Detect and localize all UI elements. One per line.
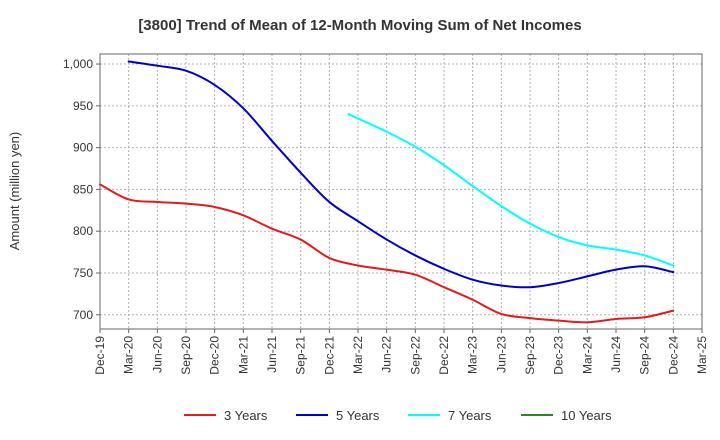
legend-label-5-years: 5 Years xyxy=(336,408,380,423)
x-tick-label: Mar-20 xyxy=(122,336,136,374)
y-axis-label: Amount (million yen) xyxy=(7,132,22,251)
x-tick-label: Mar-23 xyxy=(466,336,480,374)
x-tick-label: Dec-23 xyxy=(552,336,566,375)
legend-label-7-years: 7 Years xyxy=(448,408,492,423)
x-tick-label: Sep-22 xyxy=(408,336,422,375)
x-tick-label: Jun-23 xyxy=(494,336,508,373)
x-tick-label: Mar-22 xyxy=(351,336,365,374)
x-tick-label: Sep-24 xyxy=(638,336,652,375)
x-axis-ticks: Dec-19 Mar-20 Jun-20 Sep-20 Dec-20 Mar-21 Jun-… xyxy=(93,329,709,375)
x-tick-label: Mar-25 xyxy=(695,336,709,374)
y-tick-label: 1,000 xyxy=(63,57,93,71)
series-line-5-years xyxy=(127,60,675,289)
x-tick-label: Dec-20 xyxy=(208,336,222,375)
legend: 3 Years 5 Years 7 Years 10 Years xyxy=(184,408,612,423)
x-tick-label: Dec-22 xyxy=(437,336,451,375)
y-tick-label: 750 xyxy=(73,266,93,280)
series-line-7-years xyxy=(347,113,675,267)
x-tick-label: Dec-21 xyxy=(322,336,336,375)
series-lines xyxy=(99,60,675,324)
x-tick-label: Dec-19 xyxy=(93,336,107,375)
legend-label-10-years: 10 Years xyxy=(561,408,612,423)
plot-frame xyxy=(99,53,703,330)
x-tick-label: Jun-21 xyxy=(265,336,279,373)
x-tick-label: Mar-24 xyxy=(580,336,594,374)
y-tick-label: 950 xyxy=(73,99,93,113)
x-tick-label: Jun-20 xyxy=(150,336,164,373)
grid xyxy=(100,54,702,329)
legend-label-3-years: 3 Years xyxy=(224,408,268,423)
y-tick-label: 800 xyxy=(73,224,93,238)
x-tick-label: Jun-24 xyxy=(609,336,623,373)
x-tick-label: Mar-21 xyxy=(236,336,250,374)
x-tick-label: Sep-20 xyxy=(179,336,193,375)
x-tick-label: Dec-24 xyxy=(666,336,680,375)
y-tick-label: 900 xyxy=(73,141,93,155)
y-tick-label: 700 xyxy=(73,308,93,322)
series-line-3-years xyxy=(99,183,675,324)
x-tick-label: Sep-23 xyxy=(523,336,537,375)
x-tick-label: Sep-21 xyxy=(294,336,308,375)
chart-title: [3800] Trend of Mean of 12-Month Moving … xyxy=(138,17,581,34)
y-tick-label: 850 xyxy=(73,182,93,196)
y-axis-ticks: 700 750 800 850 900 950 1,000 xyxy=(63,57,100,322)
x-tick-label: Jun-22 xyxy=(380,336,394,373)
